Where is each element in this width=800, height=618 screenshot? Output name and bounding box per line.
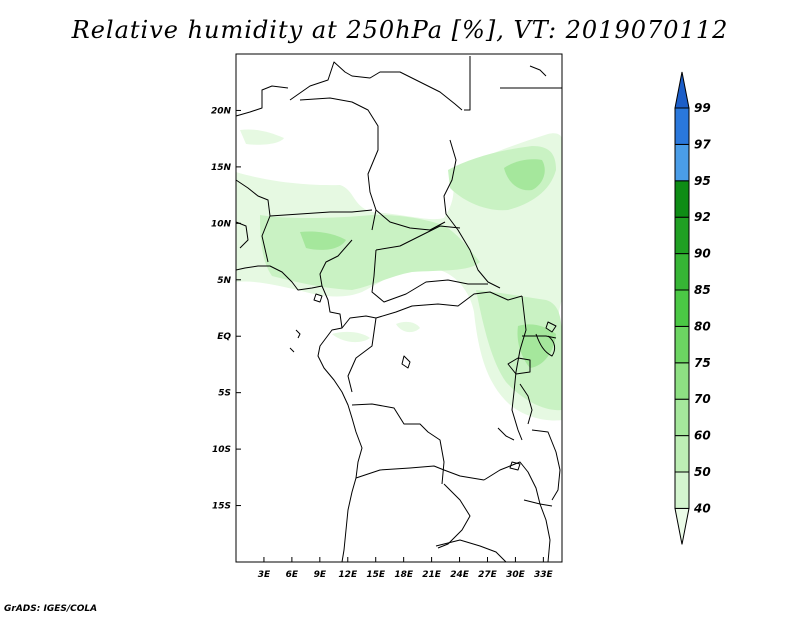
map-frame: [235, 53, 563, 563]
colorbar-label: 70: [694, 392, 711, 406]
lat-tick-label: 5N: [217, 276, 231, 286]
lon-tick-label: 18E: [394, 570, 414, 580]
colorbar-label: 99: [694, 101, 711, 115]
map-title: Relative humidity at 250hPa [%], VT: 201…: [71, 16, 729, 44]
colorbar-segment: [674, 398, 690, 437]
colorbar-label: 95: [694, 174, 711, 188]
colorbar-low-triangle: [674, 507, 690, 545]
longitude-ticks: 3E 6E 9E 12E 15E 18E 21E 24E 27E 30E 33E: [258, 557, 554, 580]
colorbar-label: 97: [694, 137, 711, 151]
colorbar-label: 92: [694, 210, 711, 224]
colorbar-segment: [674, 180, 690, 218]
lon-tick-label: 21E: [422, 570, 442, 580]
lon-tick-label: 24E: [450, 570, 470, 580]
lat-tick-label: 10S: [212, 445, 231, 455]
lon-tick-label: 33E: [534, 570, 554, 580]
colorbar-segment: [674, 216, 690, 255]
lat-tick-label: 15S: [212, 502, 231, 512]
colorbar-segment: [674, 253, 690, 291]
colorbar-segment: [674, 289, 690, 327]
colorbar-label: 80: [694, 319, 711, 333]
colorbar-label: 75: [694, 356, 711, 370]
colorbar-high-triangle: [674, 71, 690, 109]
lon-tick-label: 15E: [366, 570, 386, 580]
lon-tick-label: 9E: [314, 570, 327, 580]
grads-credit: GrADS: IGES/COLA: [4, 604, 98, 614]
lon-tick-label: 30E: [506, 570, 526, 580]
colorbar-label: 40: [693, 501, 711, 515]
latitude-ticks: 20N 15N 10N 5N EQ 5S 10S 15S: [211, 106, 241, 512]
lat-tick-label: 15N: [211, 163, 232, 173]
lat-tick-label: 5S: [218, 389, 231, 399]
lon-tick-label: 27E: [478, 570, 498, 580]
lat-tick-label: 20N: [211, 106, 232, 116]
colorbar: 40 50 60 70 75 80 85 90 92 95 97 99: [674, 71, 711, 545]
colorbar-label: 50: [694, 465, 711, 479]
colorbar-segment: [674, 471, 690, 509]
lat-tick-label: EQ: [217, 332, 231, 342]
colorbar-segment: [674, 143, 690, 182]
colorbar-segment: [674, 107, 690, 145]
colorbar-label: 85: [694, 283, 711, 297]
country-borders: [235, 56, 562, 563]
colorbar-label: 60: [694, 429, 711, 443]
lon-tick-label: 6E: [286, 570, 299, 580]
colorbar-segment: [674, 362, 690, 400]
colorbar-segment: [674, 325, 690, 364]
lon-tick-label: 12E: [338, 570, 358, 580]
colorbar-segment: [674, 435, 690, 473]
lon-tick-label: 3E: [258, 570, 271, 580]
colorbar-label: 90: [694, 247, 711, 261]
lat-tick-label: 10N: [211, 219, 232, 229]
